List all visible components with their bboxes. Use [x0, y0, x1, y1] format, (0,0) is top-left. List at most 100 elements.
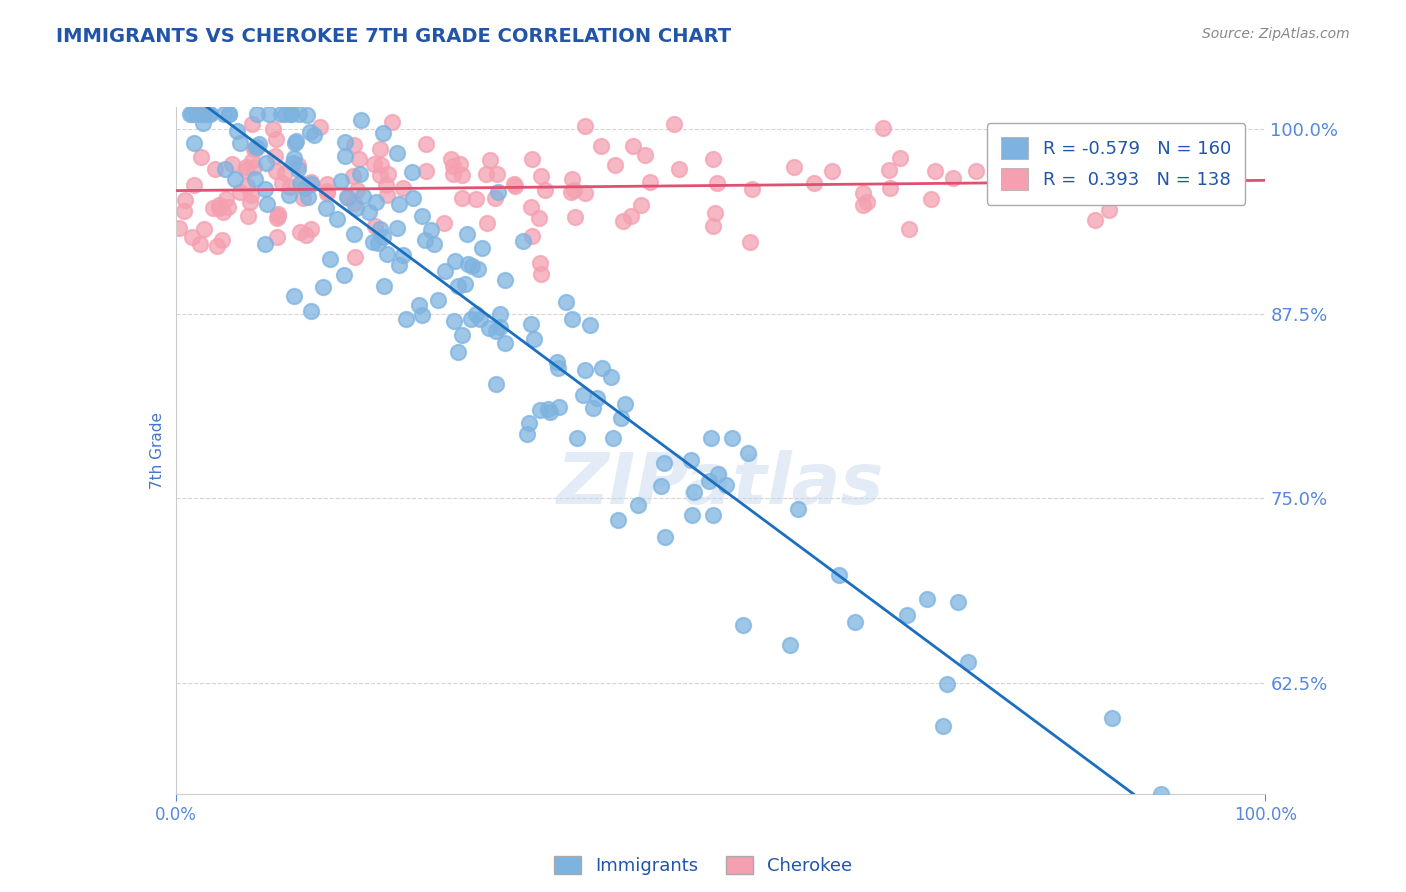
Point: [427, 293, 450, 307]
Point: [243, 142, 266, 156]
Point: [546, 355, 568, 369]
Point: [702, 219, 724, 233]
Point: [827, 568, 849, 582]
Point: [582, 401, 605, 415]
Point: [451, 168, 474, 182]
Point: [740, 235, 762, 250]
Point: [208, 201, 231, 215]
Point: [212, 205, 235, 219]
Point: [465, 307, 488, 321]
Point: [783, 161, 806, 175]
Point: [457, 257, 479, 271]
Point: [174, 193, 197, 207]
Point: [731, 618, 754, 632]
Point: [1087, 167, 1109, 181]
Point: [343, 138, 366, 153]
Point: [346, 183, 368, 197]
Point: [433, 215, 456, 229]
Point: [591, 360, 613, 375]
Point: [523, 333, 546, 347]
Point: [1084, 213, 1107, 227]
Point: [229, 136, 252, 150]
Point: [262, 122, 284, 136]
Point: [402, 191, 425, 205]
Point: [183, 178, 205, 192]
Point: [467, 262, 489, 277]
Point: [254, 236, 277, 251]
Point: [433, 264, 456, 278]
Point: [627, 498, 650, 512]
Point: [352, 189, 374, 203]
Point: [460, 312, 482, 326]
Point: [486, 186, 509, 200]
Point: [714, 478, 737, 492]
Point: [599, 369, 621, 384]
Point: [264, 148, 287, 162]
Point: [609, 410, 631, 425]
Point: [342, 169, 364, 184]
Point: [654, 530, 676, 544]
Point: [889, 151, 911, 165]
Point: [634, 148, 657, 162]
Point: [479, 153, 502, 167]
Point: [315, 186, 337, 201]
Point: [415, 136, 437, 151]
Point: [342, 196, 364, 211]
Point: [235, 179, 257, 194]
Point: [606, 513, 628, 527]
Point: [682, 484, 704, 499]
Point: [391, 181, 413, 195]
Point: [554, 295, 576, 310]
Point: [851, 186, 873, 200]
Point: [385, 145, 408, 160]
Point: [173, 204, 195, 219]
Point: [245, 107, 267, 121]
Point: [786, 502, 808, 516]
Point: [207, 239, 229, 253]
Point: [367, 235, 389, 250]
Point: [489, 320, 512, 334]
Point: [505, 179, 527, 194]
Point: [343, 251, 366, 265]
Point: [408, 297, 430, 311]
Point: [239, 194, 262, 209]
Point: [920, 192, 942, 206]
Point: [737, 445, 759, 459]
Text: Source: ZipAtlas.com: Source: ZipAtlas.com: [1202, 27, 1350, 41]
Point: [226, 124, 249, 138]
Point: [243, 160, 266, 174]
Point: [190, 150, 212, 164]
Point: [681, 453, 703, 467]
Point: [707, 467, 730, 481]
Point: [264, 132, 287, 146]
Point: [485, 324, 508, 338]
Point: [494, 272, 516, 286]
Point: [803, 177, 825, 191]
Point: [447, 279, 470, 293]
Point: [246, 140, 269, 154]
Point: [537, 401, 560, 416]
Point: [280, 107, 302, 121]
Point: [299, 175, 322, 189]
Point: [517, 416, 540, 430]
Point: [312, 280, 335, 294]
Point: [266, 163, 288, 178]
Point: [423, 236, 446, 251]
Point: [741, 182, 763, 196]
Point: [235, 160, 257, 174]
Point: [411, 209, 433, 223]
Point: [456, 227, 478, 241]
Point: [548, 401, 571, 415]
Point: [605, 158, 627, 172]
Point: [316, 185, 339, 199]
Point: [212, 107, 235, 121]
Point: [395, 312, 418, 326]
Point: [284, 134, 307, 148]
Point: [221, 157, 243, 171]
Point: [283, 151, 305, 165]
Point: [190, 107, 212, 121]
Point: [547, 360, 569, 375]
Point: [270, 107, 292, 121]
Point: [700, 431, 723, 445]
Point: [530, 268, 553, 282]
